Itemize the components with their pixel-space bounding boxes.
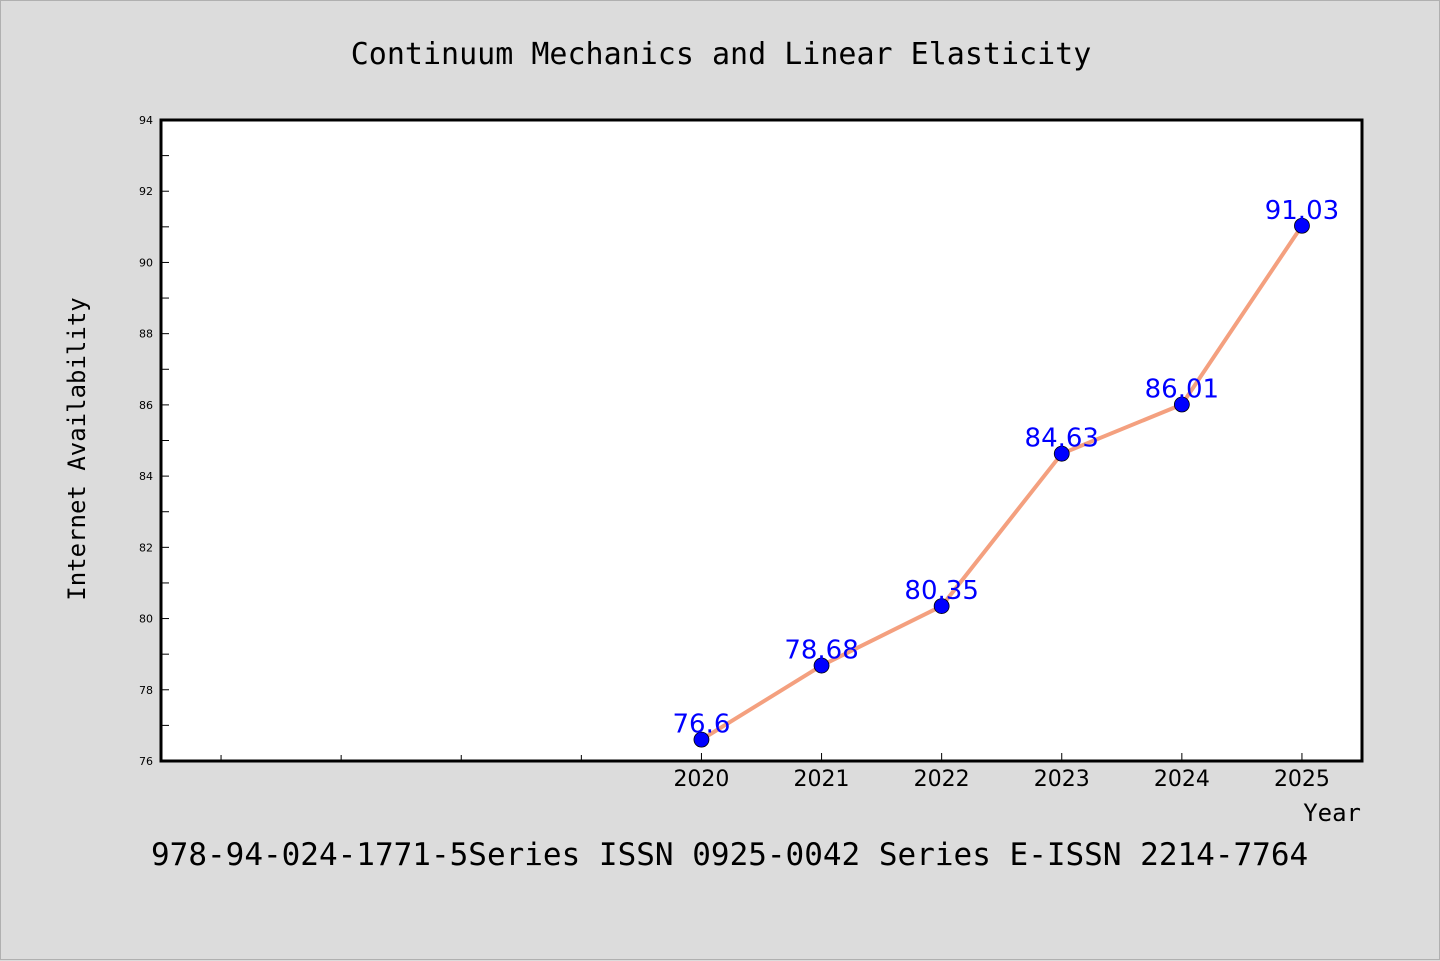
- data-point-marker: [1294, 217, 1310, 234]
- plot-border: [159, 118, 1364, 763]
- y-tick-label: 94: [139, 114, 153, 127]
- x-tick-label: 2024: [1154, 767, 1210, 792]
- x-tick-label: 2022: [914, 767, 970, 792]
- y-tick-label: 84: [139, 470, 153, 483]
- plot-area: [161, 120, 1362, 761]
- x-tick-label: 2020: [673, 767, 729, 792]
- series-line: [700, 224, 1304, 742]
- data-label: 78.68: [784, 636, 858, 666]
- data-label: 84.63: [1025, 424, 1099, 454]
- chart-title: Continuum Mechanics and Linear Elasticit…: [351, 37, 1092, 72]
- data-label: 76.6: [673, 710, 731, 740]
- y-tick-label: 90: [139, 256, 153, 269]
- series-layer: 76.6 78.68 80.35 84.63 86.01 91.03: [673, 196, 1339, 748]
- y-axis-label: Internet Availability: [63, 297, 91, 600]
- y-tick-label: 86: [139, 399, 153, 412]
- x-tick-label: 2023: [1034, 767, 1090, 792]
- y-tick-label: 80: [139, 613, 153, 626]
- y-tick-label: 88: [139, 328, 153, 341]
- footer-text: 978-94-024-1771-5Series ISSN 0925-0042 S…: [151, 837, 1308, 873]
- y-tick-label: 76: [139, 755, 153, 768]
- data-point-marker: [1173, 396, 1190, 413]
- data-point-marker: [813, 657, 830, 674]
- x-axis-ticks: 2020 2021 2022 2023 2024 2025: [673, 753, 1330, 792]
- data-label: 80.35: [904, 576, 978, 606]
- data-point-marker: [693, 731, 710, 748]
- data-label: 91.03: [1265, 196, 1339, 226]
- data-point-marker: [933, 598, 950, 614]
- x-tick-label: 2021: [794, 767, 850, 792]
- y-tick-label: 78: [139, 684, 153, 697]
- y-axis-ticks: 76 78 80 82 84 86 88 90 92 94: [139, 114, 169, 768]
- x-tick-label: 2025: [1274, 767, 1330, 792]
- data-point-marker: [1053, 445, 1070, 462]
- x-axis-label: Year: [1303, 799, 1361, 827]
- y-tick-label: 82: [139, 541, 153, 554]
- y-tick-label: 92: [139, 185, 153, 198]
- data-label: 86.01: [1145, 375, 1219, 405]
